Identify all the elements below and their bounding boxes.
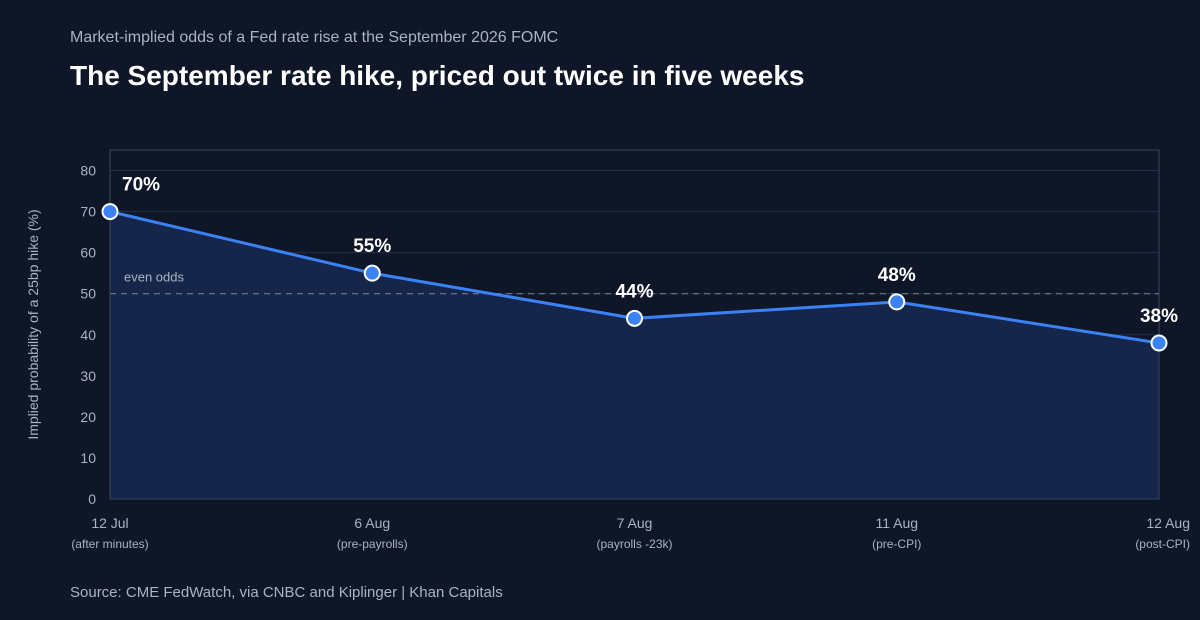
x-axis-ticks: 12 Jul (after minutes) 6 Aug (pre-payrolls)… (71, 515, 1190, 551)
y-tick-label: 70 (80, 204, 96, 220)
x-tick-note: (payrolls -23k) (596, 537, 672, 551)
data-point (1150, 334, 1168, 352)
y-tick-label: 10 (80, 450, 96, 466)
data-labels: 70% 55% 44% 48% 38% (122, 175, 1178, 327)
data-point (101, 203, 119, 221)
x-tick-label: 11 Aug (875, 515, 918, 531)
x-tick-label: 6 Aug (354, 515, 390, 531)
chart-subtitle: Market-implied odds of a Fed rate rise a… (70, 29, 559, 46)
reference-line-label: even odds (124, 270, 184, 285)
y-tick-label: 20 (80, 409, 96, 425)
area-fill (110, 211, 1159, 499)
data-point (888, 293, 906, 311)
x-tick-note: (post-CPI) (1135, 537, 1190, 551)
x-tick-note: (after minutes) (71, 537, 148, 551)
data-label: 44% (615, 281, 653, 302)
x-tick-note: (pre-CPI) (872, 537, 921, 551)
source-note: Source: CME FedWatch, via CNBC and Kipli… (70, 584, 503, 601)
plot-area-frame (109, 149, 1160, 500)
data-points (101, 203, 1168, 352)
x-tick-note: (pre-payrolls) (337, 537, 408, 551)
chart-title: The September rate hike, priced out twic… (70, 60, 805, 91)
x-tick-label: 7 Aug (617, 515, 653, 531)
y-tick-label: 40 (80, 327, 96, 343)
data-point (363, 264, 381, 282)
data-point (626, 309, 643, 327)
y-tick-label: 80 (80, 163, 96, 179)
data-label: 48% (878, 265, 916, 286)
y-tick-label: 60 (80, 245, 96, 261)
x-tick-label: 12 Aug (1146, 515, 1190, 531)
y-axis-label: Implied probability of a 25bp hike (%) (25, 209, 41, 439)
data-label: 38% (1140, 306, 1178, 327)
y-tick-label: 0 (88, 491, 96, 507)
data-label: 55% (353, 236, 391, 257)
y-tick-label: 30 (80, 368, 96, 384)
y-tick-label: 50 (80, 286, 96, 302)
data-label: 70% (122, 175, 160, 196)
x-tick-label: 12 Jul (91, 515, 128, 531)
y-axis-ticks: 0 10 20 30 40 50 60 70 80 (80, 163, 96, 507)
